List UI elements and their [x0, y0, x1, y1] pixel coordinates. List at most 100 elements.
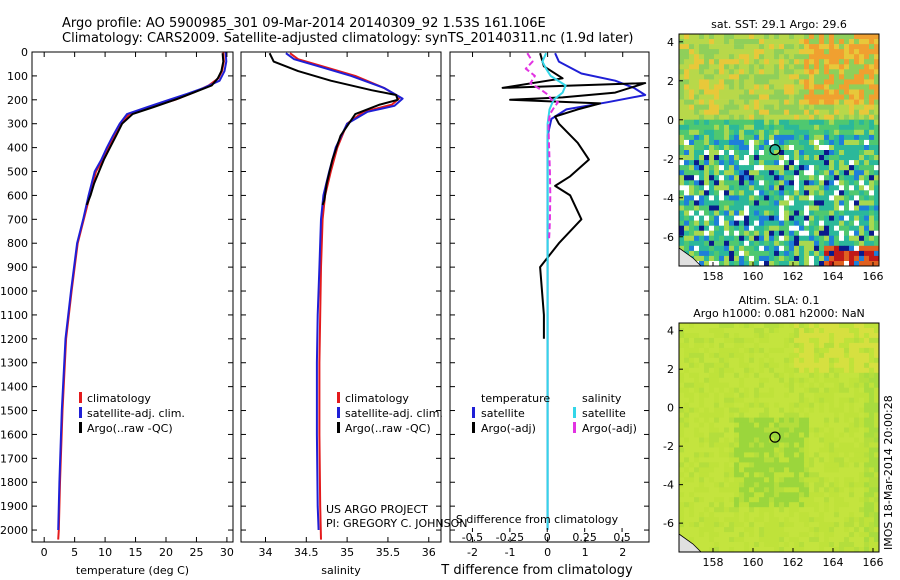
map-cell [684, 235, 690, 242]
map-cell [784, 462, 790, 468]
y-tick-label: 800 [7, 237, 28, 250]
map-cell [759, 195, 765, 201]
map-cell [694, 150, 700, 156]
map-cell [749, 261, 755, 267]
map-cell [839, 512, 845, 518]
map-cell [739, 145, 745, 151]
map-cell [764, 175, 770, 181]
map-cell [709, 210, 715, 216]
map-cell [739, 352, 745, 359]
map-cell [754, 225, 760, 232]
map-cell [849, 255, 855, 262]
map-cell [869, 185, 875, 191]
map-cell [754, 170, 760, 176]
map-cell [854, 472, 860, 478]
map-cell [694, 357, 700, 364]
map-cell [814, 447, 820, 453]
map-cell [774, 160, 780, 166]
map-cell [819, 547, 825, 553]
map-cell [739, 170, 745, 176]
map-cell [839, 437, 845, 443]
map-cell [709, 497, 715, 503]
map-cell [859, 175, 865, 181]
map-cell [774, 44, 780, 50]
map-cell [799, 392, 805, 399]
map-cell [694, 124, 700, 131]
map-cell [854, 497, 860, 503]
map-cell [799, 240, 805, 247]
map-cell [824, 362, 830, 369]
map-cell [819, 44, 825, 50]
map-cell [679, 119, 685, 126]
map-cell [744, 323, 750, 329]
map-cell [719, 442, 725, 448]
map-cell [864, 170, 870, 176]
map-cell [854, 104, 860, 110]
map-cell [689, 134, 695, 141]
map-cell [834, 432, 840, 438]
map-cell [749, 537, 755, 543]
map-cell [859, 542, 865, 548]
map-cell [809, 44, 815, 50]
map-cell [749, 328, 755, 334]
map-cell [809, 517, 815, 523]
map-cell [869, 452, 875, 458]
map-cell [819, 357, 825, 364]
map-cell [684, 512, 690, 518]
map-cell [739, 225, 745, 232]
map-cell [784, 367, 790, 374]
map-cell [849, 89, 855, 95]
map-cell [769, 347, 775, 354]
map-cell [869, 34, 875, 40]
map-cell [729, 175, 735, 181]
map-cell [869, 387, 875, 394]
map-cell [769, 512, 775, 518]
map-cell [694, 437, 700, 443]
map-cell [694, 367, 700, 374]
map-cell [779, 522, 785, 528]
map-cell [839, 397, 845, 404]
map-cell [714, 482, 720, 488]
map-cell [784, 372, 790, 379]
map-cell [869, 200, 875, 206]
map-cell [844, 387, 850, 394]
map-cell [739, 134, 745, 141]
map-cell [854, 397, 860, 404]
map-cell [744, 240, 750, 247]
map-cell [814, 362, 820, 369]
map-cell [759, 397, 765, 404]
legend-label-argo: Argo(..raw -QC) [345, 422, 431, 435]
map-cell [834, 195, 840, 201]
map-cell [869, 39, 875, 45]
map-cell [849, 477, 855, 483]
map-cell [804, 235, 810, 242]
map-cell [839, 467, 845, 473]
map-cell [704, 402, 710, 409]
map-cell [779, 502, 785, 508]
map-cell [709, 492, 715, 498]
map-cell [689, 407, 695, 413]
map-cell [804, 150, 810, 156]
map-cell [789, 352, 795, 359]
map-cell [789, 357, 795, 364]
map-cell [704, 255, 710, 262]
map-cell [754, 482, 760, 488]
map-cell [804, 139, 810, 146]
map-cell [729, 39, 735, 45]
map-cell [839, 442, 845, 448]
map-cell [679, 412, 685, 418]
map-cell [729, 139, 735, 146]
map-cell [769, 165, 775, 171]
map-cell [724, 255, 730, 262]
map-cell [709, 482, 715, 488]
map-cell [864, 220, 870, 226]
map-cell [839, 367, 845, 374]
map-cell [684, 462, 690, 468]
map-cell [824, 442, 830, 448]
map-cell [699, 402, 705, 409]
map-cell [799, 84, 805, 90]
map-cell [739, 235, 745, 242]
map-cell [874, 64, 880, 70]
map-cell [824, 337, 830, 344]
